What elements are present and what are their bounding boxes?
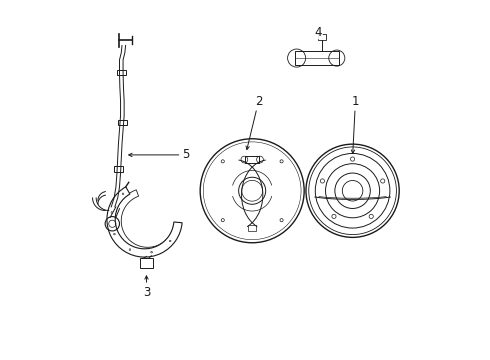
Circle shape	[114, 234, 115, 235]
Bar	[318, 34, 326, 40]
Wedge shape	[115, 190, 180, 254]
Circle shape	[151, 252, 152, 253]
Bar	[114, 166, 123, 172]
Circle shape	[129, 249, 130, 250]
Bar	[140, 258, 153, 269]
Text: 5: 5	[129, 148, 190, 161]
Text: 3: 3	[143, 276, 150, 298]
Text: 4: 4	[315, 26, 322, 39]
Bar	[294, 51, 339, 65]
Text: 2: 2	[246, 95, 262, 149]
Circle shape	[111, 212, 113, 213]
Bar	[248, 225, 256, 231]
Text: 1: 1	[351, 95, 359, 153]
Bar	[118, 120, 127, 126]
Wedge shape	[107, 187, 182, 257]
Circle shape	[122, 193, 124, 194]
Circle shape	[170, 240, 171, 242]
Bar	[117, 69, 126, 75]
Bar	[245, 156, 259, 163]
